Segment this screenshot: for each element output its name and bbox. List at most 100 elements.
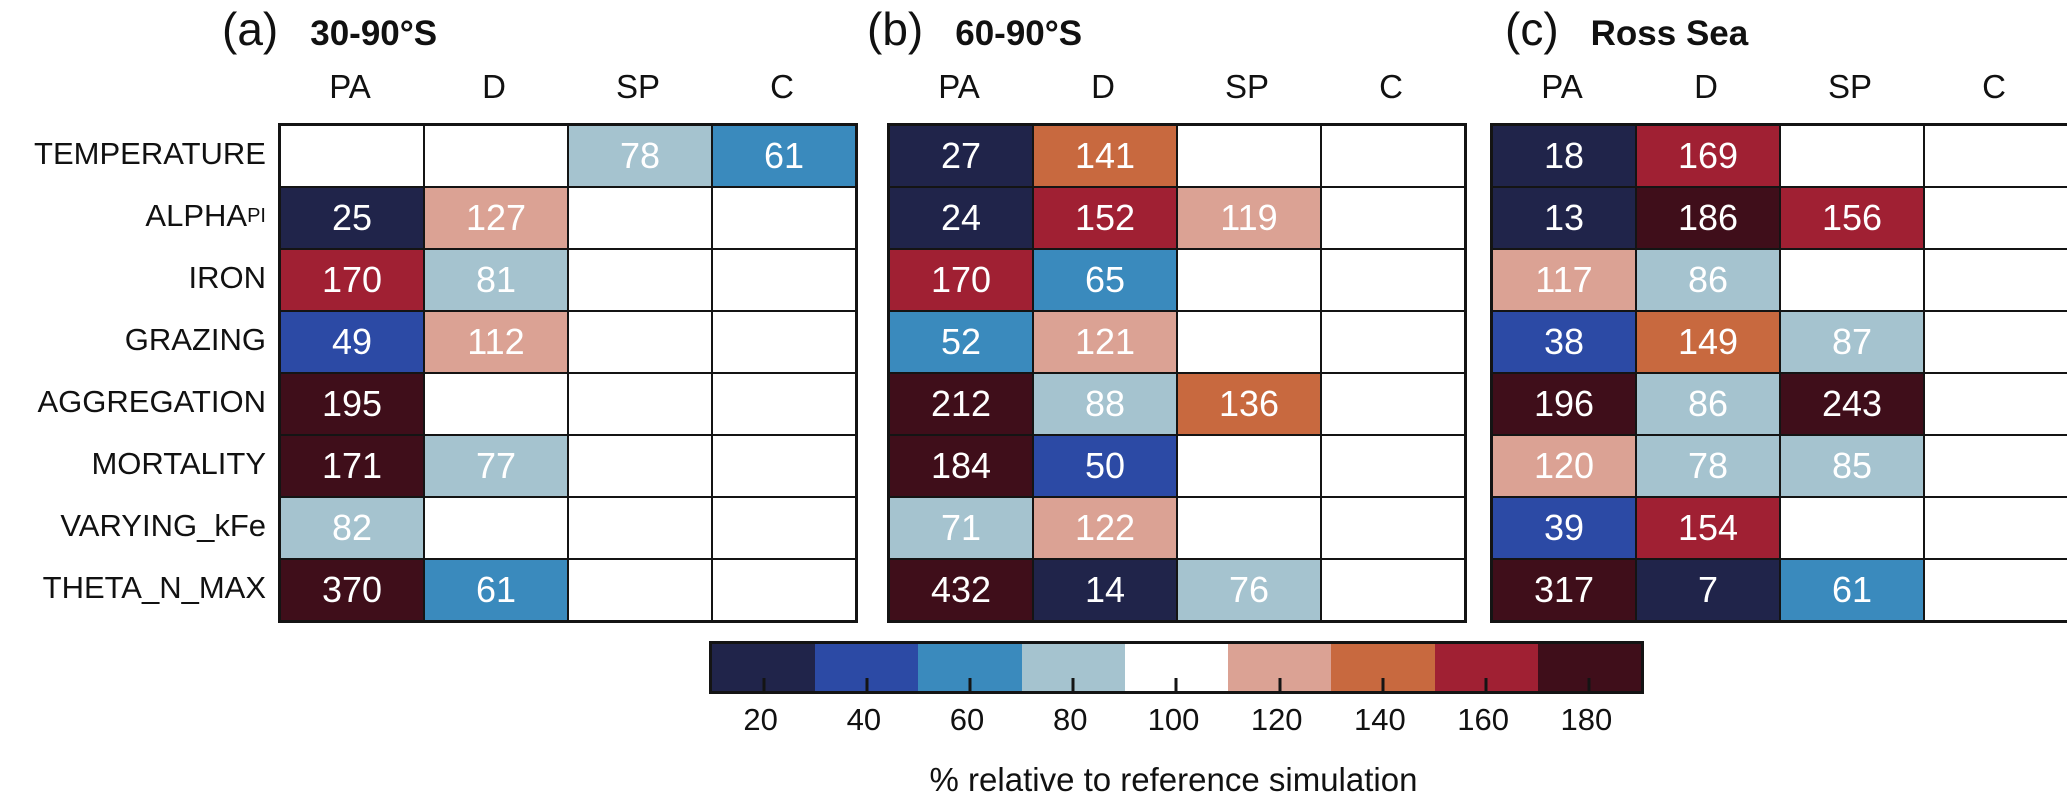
- heatmap-cell: 86: [1636, 249, 1780, 311]
- heatmap-cell: 18: [1492, 125, 1636, 187]
- cell-value: 196: [1533, 383, 1595, 424]
- heatmap-cell: 52: [889, 311, 1033, 373]
- cell-value: 49: [331, 321, 373, 362]
- heatmap-cell: [1177, 497, 1321, 559]
- heatmap-cell: 127: [424, 187, 568, 249]
- cell-value: 78: [1687, 445, 1729, 486]
- cell-value: 122: [1074, 507, 1136, 548]
- cell-value: 154: [1677, 507, 1739, 548]
- column-header: C: [770, 68, 794, 105]
- colorbar-tick-label: 120: [1250, 702, 1303, 737]
- heatmap-cell: 50: [1033, 435, 1177, 497]
- heatmap-cell: 86: [1636, 373, 1780, 435]
- heatmap-cell: [1924, 311, 2067, 373]
- cell-value: 13: [1543, 197, 1585, 238]
- heatmap-cell: 81: [424, 249, 568, 311]
- row-label: VARYING_kFe: [0, 495, 266, 557]
- row-label-text: ALPHA: [145, 198, 248, 233]
- cell-value: 317: [1533, 569, 1595, 610]
- cell-value: 170: [321, 259, 383, 300]
- panel-tag: (a): [222, 3, 279, 55]
- cell-value: 61: [763, 135, 805, 176]
- cell-value: 81: [475, 259, 517, 300]
- colorbar-tick: [1071, 678, 1075, 691]
- heatmap-cell: 24: [889, 187, 1033, 249]
- cell-value: 39: [1543, 507, 1585, 548]
- colorbar-tick: [762, 678, 766, 691]
- cell-value: 86: [1687, 383, 1729, 424]
- heatmap-cell: [712, 435, 856, 497]
- heatmap-cell: 156: [1780, 187, 1924, 249]
- cell-value: 171: [321, 445, 383, 486]
- row-label-subscript: PI: [247, 204, 266, 227]
- colorbar-tick-label: 140: [1354, 702, 1406, 737]
- column-header: D: [1091, 68, 1115, 105]
- heatmap-cell: [424, 125, 568, 187]
- heatmap-cell: [568, 187, 712, 249]
- heatmap-cell: [1177, 435, 1321, 497]
- cell-value: 186: [1677, 197, 1739, 238]
- heatmap-cell: [1321, 497, 1465, 559]
- colorbar-segment: [918, 644, 1022, 691]
- cell-value: 82: [331, 507, 373, 548]
- cell-value: 77: [475, 445, 517, 486]
- panel-name: 30-90°S: [310, 14, 438, 53]
- heatmap-cell: [1780, 497, 1924, 559]
- cell-value: 52: [940, 321, 982, 362]
- cell-value: 127: [465, 197, 527, 238]
- panel-title: (c) Ross Sea: [1505, 2, 1748, 56]
- heatmap-cell: 82: [280, 497, 424, 559]
- column-header: SP: [1827, 68, 1873, 105]
- heatmap-cell: 14: [1033, 559, 1177, 621]
- cell-value: 141: [1074, 135, 1136, 176]
- heatmap-cell: 169: [1636, 125, 1780, 187]
- heatmap-cell: [1780, 125, 1924, 187]
- heatmap-cell: [568, 311, 712, 373]
- heatmap-cell: [568, 373, 712, 435]
- column-header: D: [1694, 68, 1718, 105]
- heatmap-cell: [1924, 187, 2067, 249]
- cell-value: 18: [1543, 135, 1585, 176]
- heatmap-cell: [1177, 311, 1321, 373]
- heatmap-cell: [424, 373, 568, 435]
- column-header: PA: [1541, 68, 1583, 105]
- panel-name: 60-90°S: [955, 14, 1083, 53]
- heatmap-cell: 212: [889, 373, 1033, 435]
- heatmap-cell: 432: [889, 559, 1033, 621]
- cell-value: 88: [1084, 383, 1126, 424]
- colorbar-segment: [712, 644, 816, 691]
- heatmap-cell: 85: [1780, 435, 1924, 497]
- cell-value: 86: [1687, 259, 1729, 300]
- heatmap-cell: [712, 311, 856, 373]
- heatmap-cell: 119: [1177, 187, 1321, 249]
- heatmap-cell: 184: [889, 435, 1033, 497]
- heatmap-cell: 25: [280, 187, 424, 249]
- heatmap-cell: 112: [424, 311, 568, 373]
- heatmap-cell: [568, 435, 712, 497]
- colorbar-tick: [1381, 678, 1385, 691]
- cell-value: 432: [930, 569, 992, 610]
- column-header: SP: [615, 68, 661, 105]
- cell-value: 170: [930, 259, 992, 300]
- heatmap-cell: 65: [1033, 249, 1177, 311]
- heatmap-cell: 370: [280, 559, 424, 621]
- colorbar-segment: [1124, 644, 1229, 691]
- heatmap-cell: 49: [280, 311, 424, 373]
- heatmap-cell: 195: [280, 373, 424, 435]
- heatmap-cell: [280, 125, 424, 187]
- cell-value: 370: [321, 569, 383, 610]
- heatmap-cell: 152: [1033, 187, 1177, 249]
- heatmap-cell: 88: [1033, 373, 1177, 435]
- heatmap-cell: 61: [712, 125, 856, 187]
- cell-value: 121: [1074, 321, 1136, 362]
- heatmap-cell: [1780, 249, 1924, 311]
- heatmap-grid: 78 61 25 127 170 81 49 112 195 171 77 82 370 61: [278, 123, 858, 623]
- heatmap-cell: 170: [280, 249, 424, 311]
- cell-value: 71: [940, 507, 982, 548]
- heatmap-cell: 120: [1492, 435, 1636, 497]
- row-label-text: VARYING_kFe: [60, 508, 266, 543]
- cell-value: 117: [1535, 259, 1593, 300]
- heatmap-cell: [712, 187, 856, 249]
- heatmap-cell: 76: [1177, 559, 1321, 621]
